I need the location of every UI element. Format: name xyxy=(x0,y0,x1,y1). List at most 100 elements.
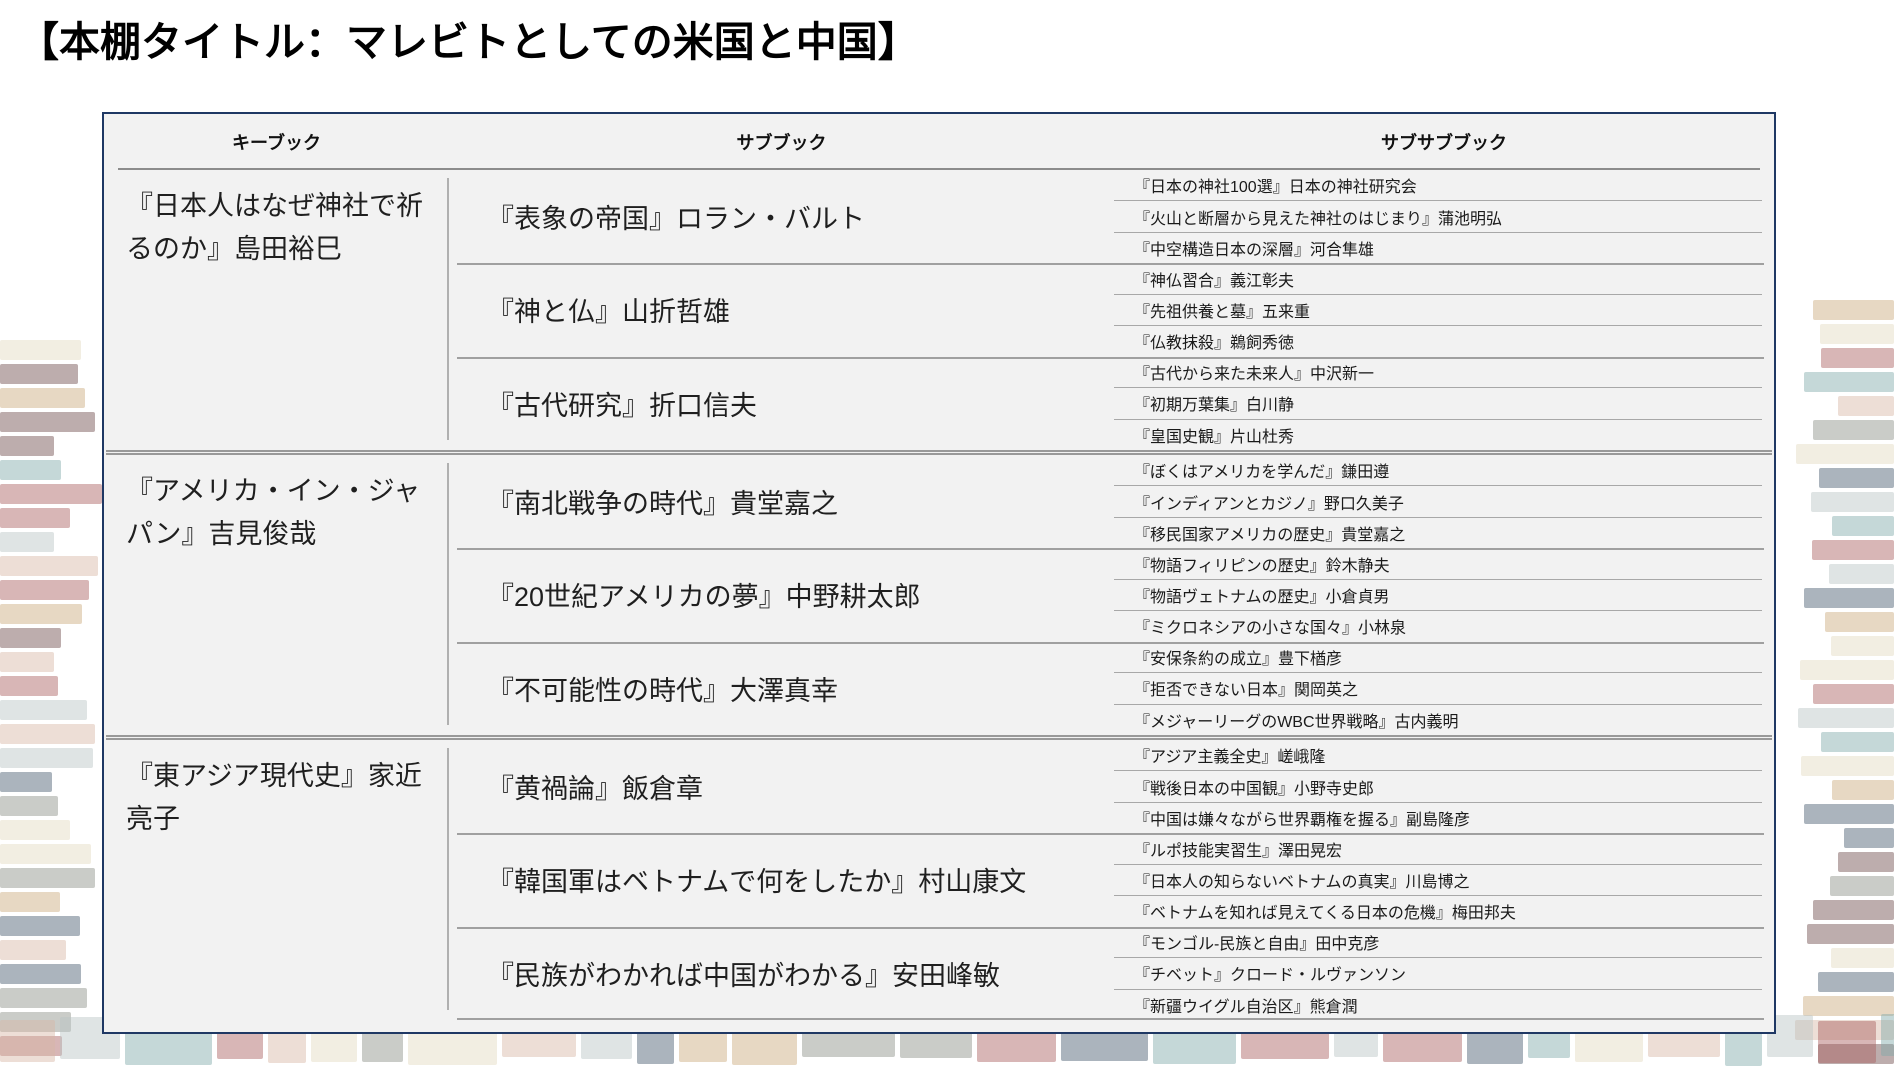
book-spine xyxy=(0,964,82,984)
book-spine xyxy=(1803,996,1894,1016)
subbook-cell: 『神と仏』山折哲雄 xyxy=(449,263,1114,356)
subsubbook-item: 『移民国家アメリカの歴史』貴堂嘉之 xyxy=(1134,527,1406,545)
book-spine xyxy=(1838,852,1894,872)
subsubbook-item: 『初期万葉集』白川静 xyxy=(1114,388,1762,420)
book-spine xyxy=(0,532,54,552)
book-spine xyxy=(0,340,82,360)
subsubbook-cell: 『安保条約の成立』豊下楢彦 『拒否できない日本』関岡英之 『メジャーリーグのWB… xyxy=(1114,642,1774,735)
subbook-row: 『南北戦争の時代』貴堂嘉之 『ぼくはアメリカを学んだ』鎌田遵 『インディアンとカ… xyxy=(449,455,1774,548)
book-spine xyxy=(1812,420,1894,440)
book-spine xyxy=(1813,684,1894,704)
book-spine xyxy=(1800,660,1894,680)
book-spine xyxy=(1818,972,1894,992)
book-spine xyxy=(0,364,79,384)
book-spine xyxy=(1813,300,1894,320)
subsubbook-cell: 『アジア主義全史』嵯峨隆 『戦後日本の中国観』小野寺史郎 『中国は嫌々ながら世界… xyxy=(1114,740,1774,833)
subsubbook-item: 『神仏習合』義江彰夫 xyxy=(1114,263,1762,295)
book-spine xyxy=(1804,588,1894,608)
book-spine xyxy=(0,436,54,456)
subsubbook-item: 『古代から来た未来人』中沢新一 xyxy=(1114,357,1762,389)
subbook-title: 『民族がわかれば中国がわかる』安田峰敏 xyxy=(487,960,1000,991)
subsubbook-item: 『物語フィリピンの歴史』鈴木静夫 xyxy=(1114,548,1762,580)
column-header-keybook: キーブック xyxy=(232,133,321,153)
book-spine xyxy=(1820,324,1894,344)
book-spine xyxy=(0,748,94,768)
book-spine xyxy=(1819,468,1894,488)
keybook-cell: 『日本人はなぜ神社で祈るのか』島田裕巳 xyxy=(104,170,449,450)
book-spine xyxy=(0,652,54,672)
column-header-subbook: サブブック xyxy=(736,133,827,153)
subsubbook-cell: 『日本の神社100選』日本の神社研究会 『火山と断層から見えた神社のはじまり』蒲… xyxy=(1114,170,1774,263)
subsubbook-item: 『中空構造日本の深層』河合隼雄 xyxy=(1134,242,1375,260)
keybook-title: 『日本人はなぜ神社で祈るのか』島田裕巳 xyxy=(126,191,423,264)
subbook-title: 『20世紀アメリカの夢』中野耕太郎 xyxy=(487,582,921,613)
book-spine xyxy=(0,604,83,624)
subbook-cell: 『表象の帝国』ロラン・バルト xyxy=(449,170,1114,263)
subbook-row: 『表象の帝国』ロラン・バルト 『日本の神社100選』日本の神社研究会 『火山と断… xyxy=(449,170,1774,263)
subbook-row: 『20世紀アメリカの夢』中野耕太郎 『物語フィリピンの歴史』鈴木静夫 『物語ヴェ… xyxy=(449,548,1774,641)
subbook-title: 『表象の帝国』ロラン・バルト xyxy=(487,204,865,235)
book-spine xyxy=(0,844,92,864)
subsubbook-item: 『拒否できない日本』関岡英之 xyxy=(1114,673,1762,705)
bookshelf-table: キーブック サブブック サブサブブック 『日本人はなぜ神社で祈るのか』島田裕巳 … xyxy=(102,112,1776,1034)
book-spine xyxy=(1803,372,1894,392)
subsubbook-item: 『日本人の知らないベトナムの真実』川島博之 xyxy=(1114,865,1762,897)
table-header-row: キーブック サブブック サブサブブック xyxy=(104,114,1774,170)
book-spine xyxy=(1813,900,1894,920)
book-spine xyxy=(0,772,52,792)
subsubbook-item: 『安保条約の成立』豊下楢彦 xyxy=(1114,642,1762,674)
subbook-cell: 『不可能性の時代』大澤真幸 xyxy=(449,642,1114,735)
subsubbook-item: 『チベット』クロード・ルヴァンソン xyxy=(1114,958,1762,990)
book-spine xyxy=(1800,756,1894,776)
book-spine xyxy=(1831,516,1894,536)
subsubbook-item: 『ルポ技能実習生』澤田晃宏 xyxy=(1114,833,1762,865)
subbook-cell: 『20世紀アメリカの夢』中野耕太郎 xyxy=(449,548,1114,641)
book-spine xyxy=(1837,396,1894,416)
subbook-title: 『韓国軍はベトナムで何をしたか』村山康文 xyxy=(487,867,1027,898)
subbook-cell: 『韓国軍はベトナムで何をしたか』村山康文 xyxy=(449,833,1114,926)
subbook-row: 『神と仏』山折哲雄 『神仏習合』義江彰夫 『先祖供養と墓』五来重 『仏教抹殺』鵜… xyxy=(449,263,1774,356)
subbook-row: 『不可能性の時代』大澤真幸 『安保条約の成立』豊下楢彦 『拒否できない日本』関岡… xyxy=(449,641,1774,735)
keybook-cell: 『東アジア現代史』家近亮子 xyxy=(104,740,449,1020)
book-spine xyxy=(0,1019,55,1062)
subbook-cell: 『古代研究』折口信夫 xyxy=(449,357,1114,450)
subsubbook-cell: 『古代から来た未来人』中沢新一 『初期万葉集』白川静 『皇国史観』片山杜秀 xyxy=(1114,357,1774,450)
subbook-cell: 『黄禍論』飯倉章 xyxy=(449,740,1114,833)
keybook-group: 『日本人はなぜ神社で祈るのか』島田裕巳 『表象の帝国』ロラン・バルト 『日本の神… xyxy=(104,170,1774,450)
subsubbook-item: 『新疆ウイグル自治区』熊倉潤 xyxy=(1134,998,1358,1016)
book-spine xyxy=(1830,948,1894,968)
subsubbook-item: 『メジャーリーグのWBC世界戦略』古内義明 xyxy=(1134,713,1459,731)
group-right: 『黄禍論』飯倉章 『アジア主義全史』嵯峨隆 『戦後日本の中国観』小野寺史郎 『中… xyxy=(449,740,1774,1021)
subbook-row: 『黄禍論』飯倉章 『アジア主義全史』嵯峨隆 『戦後日本の中国観』小野寺史郎 『中… xyxy=(449,740,1774,833)
book-spine xyxy=(1824,612,1894,632)
subsubbook-item: 『ベトナムを知れば見えてくる日本の危機』梅田邦夫 xyxy=(1134,905,1516,923)
subsubbook-item: 『中国は嫌々ながら世界覇権を握る』副島隆彦 xyxy=(1134,812,1471,830)
subbook-title: 『古代研究』折口信夫 xyxy=(487,390,757,421)
page-title: 【本棚タイトル：マレビトとしての米国と中国】 xyxy=(18,19,919,65)
subsubbook-cell: 『モンゴル-民族と自由』田中克彦 『チベット』クロード・ルヴァンソン 『新疆ウイ… xyxy=(1114,927,1774,1020)
subsubbook-item: 『先祖供養と墓』五来重 xyxy=(1114,295,1762,327)
book-spine xyxy=(0,916,80,936)
book-spine xyxy=(0,940,66,960)
book-spine xyxy=(0,628,61,648)
subsubbook-item: 『物語ヴェトナムの歴史』小倉貞男 xyxy=(1114,580,1762,612)
subbook-cell: 『民族がわかれば中国がわかる』安田峰敏 xyxy=(449,927,1114,1020)
book-spine xyxy=(0,388,85,408)
book-spine xyxy=(1798,708,1894,728)
subsubbook-item: 『ミクロネシアの小さな国々』小林泉 xyxy=(1134,620,1407,638)
book-spine xyxy=(1794,1020,1894,1040)
book-spine xyxy=(1830,636,1894,656)
keybook-title: 『アメリカ・イン・ジャパン』吉見俊哉 xyxy=(126,476,421,549)
book-spine xyxy=(0,1012,71,1032)
subsubbook-item: 『火山と断層から見えた神社のはじまり』蒲池明弘 xyxy=(1114,201,1762,233)
book-spine xyxy=(0,796,58,816)
book-spine xyxy=(1829,564,1894,584)
book-spine xyxy=(0,556,99,576)
subbook-title: 『神と仏』山折哲雄 xyxy=(487,297,730,328)
book-spine xyxy=(1820,348,1894,368)
book-spine xyxy=(1881,1014,1894,1056)
book-spine xyxy=(0,412,96,432)
book-spine xyxy=(1795,444,1894,464)
subsubbook-item: 『皇国史観』片山杜秀 xyxy=(1134,428,1295,446)
book-spine xyxy=(1818,1020,1877,1063)
